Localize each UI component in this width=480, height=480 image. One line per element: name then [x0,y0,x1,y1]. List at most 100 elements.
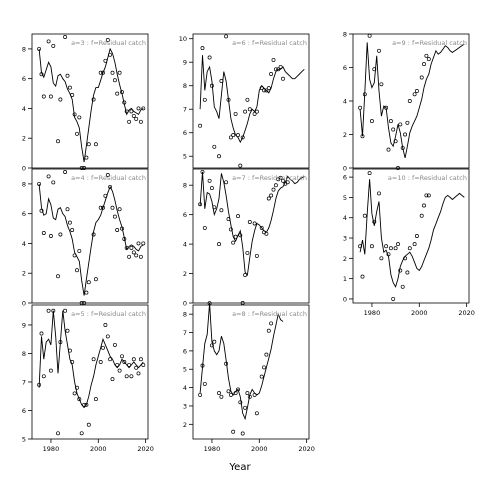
observed-point [407,246,412,251]
observed-point [65,73,70,78]
fitted-line [38,310,144,409]
observed-point [65,207,70,212]
observed-point [93,142,98,147]
observed-point [51,43,56,48]
observed-point [266,328,271,333]
observed-point [271,187,276,192]
observed-point [122,237,127,241]
observed-point [124,374,129,379]
observed-point [93,397,98,402]
observed-point [103,193,108,198]
observed-point [414,234,419,238]
observed-point [136,371,141,376]
observed-point [75,131,79,136]
observed-point [91,357,96,362]
y-tick-label: 6 [183,129,187,137]
observed-point [108,357,113,362]
observed-point [238,163,243,168]
observed-point [269,321,274,326]
x-tick-label: 2020 [458,309,475,317]
observed-point [77,115,82,120]
observed-point [86,422,91,427]
observed-point [67,85,72,90]
observed-point [384,105,389,110]
observed-point [266,196,271,201]
observed-point [233,391,238,396]
observed-point [212,339,217,344]
observed-point [46,174,51,179]
observed-point [198,123,203,128]
fitted-line [199,171,305,277]
y-tick-label: 2 [22,135,26,143]
y-tick-label: 8 [22,180,26,188]
y-tick-label: 6 [22,75,26,83]
observed-point [98,360,103,364]
observed-point [138,357,143,362]
observed-point [67,220,72,225]
observed-point [101,345,105,350]
observed-point [101,205,105,210]
observed-point [41,94,46,99]
observed-point [103,323,108,327]
observed-point [86,142,91,147]
y-tick-label: 2 [22,270,26,278]
observed-point [259,374,264,379]
observed-point [200,169,205,174]
observed-point [72,391,77,396]
observed-point [212,205,217,210]
observed-point [39,208,44,213]
observed-point [63,170,68,174]
observed-point [48,94,53,99]
observed-point [252,111,257,116]
y-tick-label: 1 [343,275,347,283]
observed-point [56,139,60,144]
observed-point [372,219,377,224]
observed-point [412,242,417,247]
observed-point [245,391,250,396]
observed-point [39,331,44,336]
observed-point [271,57,276,62]
observed-point [264,352,269,357]
observed-point [226,97,231,102]
observed-point [82,166,87,170]
observed-point [398,122,403,127]
observed-point [112,342,117,347]
observed-point [198,202,203,207]
panel-title: a=3 : f=Residual catch [71,39,146,47]
observed-point [105,334,110,339]
observed-point [202,381,207,386]
observed-point [48,368,53,373]
observed-point [134,253,139,258]
y-tick-label: 0 [183,300,187,308]
observed-point [129,109,134,114]
observed-point [264,88,269,93]
observed-point [388,246,393,251]
panel-5: 0 2 4 6 8 a=7 : f=Residual catch [183,168,310,308]
observed-point [202,225,207,230]
y-tick-label: 6 [22,210,26,218]
y-tick-label: 0 [22,165,26,173]
observed-point [281,178,285,183]
panel-4: 5 6 7 8 9 10 a=6 : f=Residual catch [179,33,310,169]
fitted-line [38,183,144,296]
observed-point [108,52,113,57]
observed-point [134,116,139,121]
observed-point [422,62,426,67]
panel-title: a=5 : f=Residual catch [71,310,146,318]
observed-point [200,363,205,368]
observed-point [58,340,63,345]
observed-point [136,106,141,111]
observed-point [131,113,136,118]
observed-point [236,133,240,138]
observed-point [386,147,391,152]
y-tick-label: 5 [183,153,187,161]
observed-point [48,234,53,238]
observed-point [396,166,400,170]
y-tick-label: 4 [183,241,187,249]
observed-point [238,400,243,405]
observed-point [141,241,146,246]
observed-point [372,67,377,72]
panel-title: a=8 : f=Residual catch [232,310,307,318]
observed-point [122,360,127,364]
observed-point [393,139,398,144]
